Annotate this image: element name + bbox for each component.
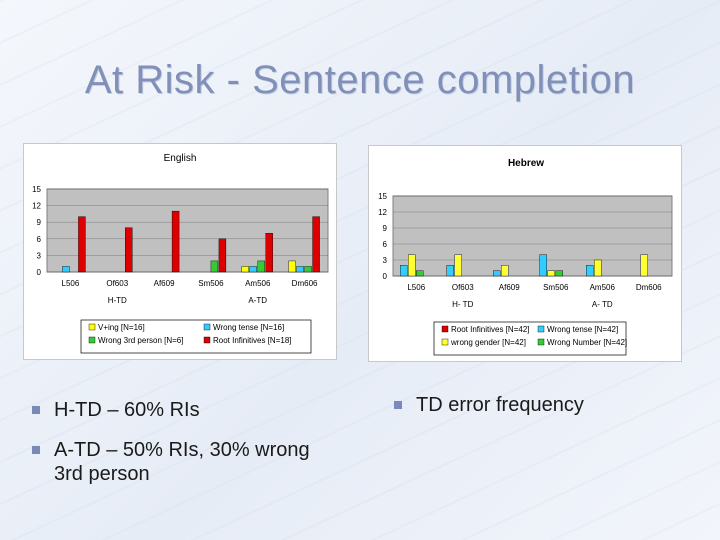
bar	[241, 266, 249, 273]
x-tick-label: Of603	[106, 279, 128, 288]
legend-swatch	[441, 325, 449, 333]
y-tick-label: 9	[37, 218, 42, 227]
y-tick-label: 3	[37, 251, 42, 260]
bar	[400, 265, 408, 277]
y-tick-label: 9	[383, 224, 388, 233]
bar	[454, 254, 462, 277]
bar	[408, 254, 416, 277]
legend-label: Root Infinitives [N=18]	[213, 336, 291, 345]
chart-title: Hebrew	[508, 158, 544, 169]
bullet-square-icon	[32, 406, 40, 414]
x-tick-label: Dm606	[636, 283, 662, 292]
legend-swatch	[441, 338, 449, 346]
bar	[125, 227, 133, 273]
x-tick-label: Am506	[590, 283, 616, 292]
x-group-label: H-TD	[108, 296, 127, 305]
y-tick-label: 0	[37, 268, 42, 277]
x-tick-label: L506	[62, 279, 80, 288]
x-group-label: A- TD	[592, 300, 613, 309]
bar	[640, 254, 648, 277]
legend-swatch	[203, 336, 211, 344]
x-tick-label: Af609	[154, 279, 175, 288]
legend-label: Wrong tense [N=42]	[547, 325, 618, 334]
bar	[78, 216, 86, 273]
legend-swatch	[537, 338, 545, 346]
bar	[296, 266, 304, 273]
slide-title: At Risk - Sentence completion	[84, 58, 636, 102]
x-tick-label: Of603	[452, 283, 474, 292]
bullet-list-right: TD error frequency	[392, 393, 692, 433]
hebrew-chart-svg: Hebrew 0 3 6 9 12 15 L506 Of603 Af609 Sm506 Am506 Dm…	[378, 158, 673, 356]
legend-label: Root Infinitives [N=42]	[451, 325, 529, 334]
english-chart: English 0 3 6 9 12 15 L506 Of603 Af609 Sm506 Am506 D…	[23, 143, 337, 360]
legend-swatch	[203, 323, 211, 331]
bullet-item: A-TD – 50% RIs, 30% wrong 3rd person	[30, 438, 330, 486]
bar	[288, 260, 296, 273]
bar	[218, 238, 227, 273]
bar	[62, 266, 70, 273]
x-tick-label: Af609	[499, 283, 520, 292]
x-group-label: A-TD	[248, 296, 267, 305]
legend-box	[433, 321, 627, 356]
y-tick-label: 0	[383, 272, 388, 281]
english-chart-svg: English 0 3 6 9 12 15 L506 Of603 Af609 Sm506 Am506 D…	[32, 153, 329, 354]
bullet-list-left: H-TD – 60% RIs A-TD – 50% RIs, 30% wrong…	[30, 398, 330, 502]
y-tick-label: 3	[383, 256, 388, 265]
hebrew-chart: Hebrew 0 3 6 9 12 15 L506 Of603 Af609 Sm506 Am506 Dm…	[368, 145, 682, 362]
x-group-label: H- TD	[452, 300, 473, 309]
bar	[501, 265, 509, 277]
bullet-item: TD error frequency	[392, 393, 692, 417]
x-tick-label: Am506	[245, 279, 271, 288]
legend-label: wrong gender [N=42]	[450, 338, 526, 347]
legend-swatch	[88, 323, 96, 331]
bar	[493, 270, 501, 277]
bullet-item: H-TD – 60% RIs	[30, 398, 330, 422]
legend-label: Wrong Number [N=42]	[547, 338, 627, 347]
bullet-square-icon	[394, 401, 402, 409]
bar	[257, 260, 265, 273]
bar	[594, 259, 602, 277]
bar	[416, 270, 424, 277]
bar	[539, 254, 547, 277]
x-tick-label: L506	[407, 283, 425, 292]
y-tick-label: 15	[32, 185, 41, 194]
y-tick-label: 6	[383, 240, 388, 249]
legend-label: Wrong 3rd person [N=6]	[98, 336, 183, 345]
bullet-square-icon	[32, 446, 40, 454]
bar	[547, 270, 555, 277]
bar	[210, 260, 219, 273]
bar	[171, 210, 180, 273]
x-tick-label: Sm506	[543, 283, 569, 292]
y-tick-label: 15	[378, 192, 387, 201]
bar	[586, 265, 594, 277]
bar	[312, 216, 320, 273]
y-tick-label: 6	[37, 235, 42, 244]
x-tick-label: Sm506	[198, 279, 224, 288]
plot-area	[46, 188, 329, 273]
legend-label: V+ing [N=16]	[98, 323, 145, 332]
legend-swatch	[88, 336, 96, 344]
x-tick-label: Dm606	[292, 279, 318, 288]
bar	[249, 266, 257, 273]
legend-box	[80, 319, 312, 354]
bar	[265, 233, 273, 273]
legend-swatch	[537, 325, 545, 333]
bar	[304, 266, 312, 273]
bar	[555, 270, 563, 277]
y-tick-label: 12	[32, 202, 41, 211]
bar	[446, 265, 454, 277]
plot-area	[392, 195, 673, 277]
y-tick-label: 12	[378, 208, 387, 217]
chart-title: English	[164, 153, 197, 164]
legend-label: Wrong tense [N=16]	[213, 323, 284, 332]
